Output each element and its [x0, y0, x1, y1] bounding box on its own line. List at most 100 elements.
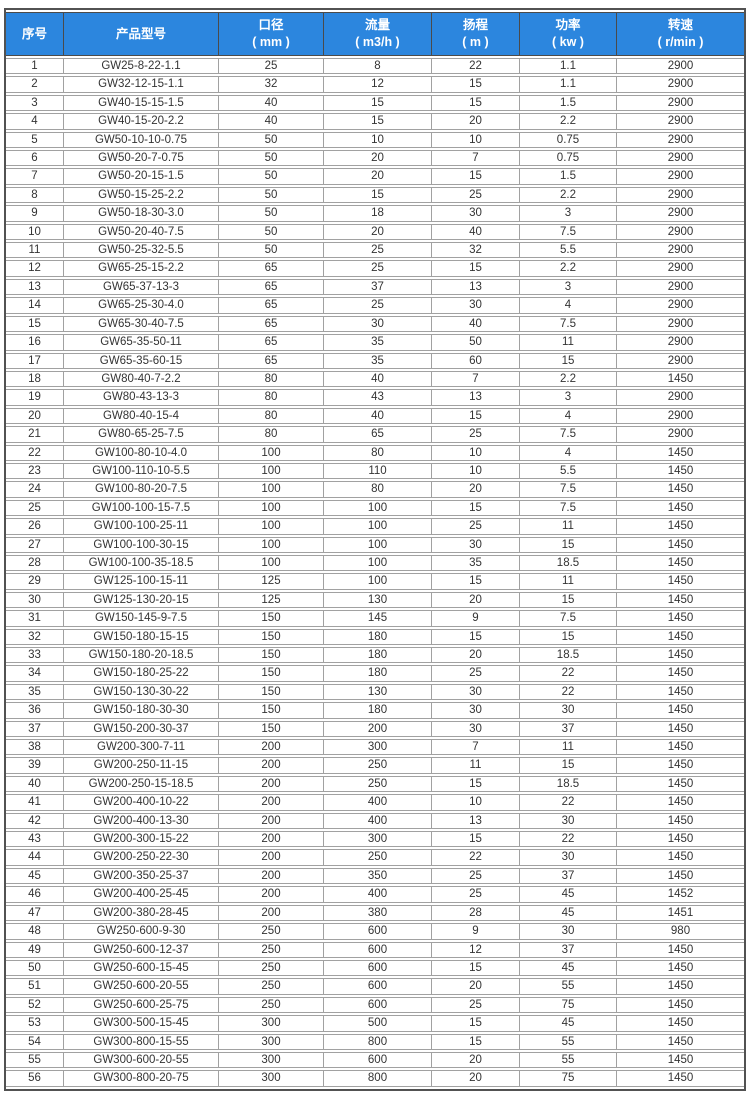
cell-diameter: 40 — [218, 94, 323, 112]
cell-speed: 2900 — [616, 297, 744, 314]
cell-power: 4 — [519, 407, 616, 425]
table-row: 4 GW40-15-20-2.2 40 15 20 2.2 2900 — [6, 113, 744, 130]
cell-power: 0.75 — [519, 131, 616, 149]
cell-index: 4 — [6, 113, 63, 130]
cell-index: 19 — [6, 389, 63, 406]
cell-diameter: 200 — [218, 757, 323, 774]
cell-index: 8 — [6, 186, 63, 204]
table-row: 40 GW200-250-15-18.5 200 250 15 18.5 1450 — [6, 775, 744, 793]
cell-head: 15 — [431, 959, 519, 977]
cell-head: 20 — [431, 591, 519, 609]
cell-diameter: 300 — [218, 1033, 323, 1050]
cell-speed: 1450 — [616, 665, 744, 682]
cell-speed: 2900 — [616, 58, 744, 75]
cell-speed: 1450 — [616, 739, 744, 756]
cell-speed: 1450 — [616, 941, 744, 958]
cell-index: 29 — [6, 573, 63, 590]
cell-model: GW125-130-20-15 — [63, 591, 218, 609]
table-row: 41 GW200-400-10-22 200 400 10 22 1450 — [6, 794, 744, 811]
cell-power: 4 — [519, 444, 616, 461]
cell-head: 30 — [431, 683, 519, 701]
cell-model: GW300-800-15-55 — [63, 1033, 218, 1050]
table-row: 37 GW150-200-30-37 150 200 30 37 1450 — [6, 720, 744, 738]
column-header-label: 功率 — [555, 18, 581, 32]
cell-power: 11 — [519, 739, 616, 756]
cell-index: 24 — [6, 481, 63, 498]
table-row: 56 GW300-800-20-75 300 800 20 75 1450 — [6, 1070, 744, 1087]
cell-speed: 980 — [616, 923, 744, 940]
table-row: 33 GW150-180-20-18.5 150 180 20 18.5 1450 — [6, 647, 744, 664]
cell-flow: 180 — [323, 665, 431, 682]
cell-model: GW200-400-10-22 — [63, 794, 218, 811]
cell-speed: 1450 — [616, 591, 744, 609]
table-row: 29 GW125-100-15-11 125 100 15 11 1450 — [6, 573, 744, 590]
table-row: 54 GW300-800-15-55 300 800 15 55 1450 — [6, 1033, 744, 1050]
table-row: 2 GW32-12-15-1.1 32 12 15 1.1 2900 — [6, 76, 744, 93]
cell-diameter: 250 — [218, 978, 323, 995]
cell-speed: 1450 — [616, 554, 744, 572]
cell-model: GW150-130-30-22 — [63, 683, 218, 701]
cell-index: 41 — [6, 794, 63, 811]
cell-index: 54 — [6, 1033, 63, 1050]
cell-flow: 500 — [323, 1015, 431, 1032]
cell-diameter: 65 — [218, 297, 323, 314]
cell-model: GW40-15-15-1.5 — [63, 94, 218, 112]
table-header: 序号 产品型号 口径 ( mm ) 流量 ( m3/h ) — [6, 12, 744, 56]
cell-flow: 20 — [323, 150, 431, 167]
cell-power: 37 — [519, 720, 616, 738]
cell-power: 0.75 — [519, 150, 616, 167]
cell-diameter: 50 — [218, 131, 323, 149]
table-row: 51 GW250-600-20-55 250 600 20 55 1450 — [6, 978, 744, 995]
cell-index: 6 — [6, 150, 63, 167]
table-row: 23 GW100-110-10-5.5 100 110 10 5.5 1450 — [6, 462, 744, 480]
cell-flow: 600 — [323, 923, 431, 940]
cell-model: GW100-100-25-11 — [63, 518, 218, 535]
cell-flow: 600 — [323, 996, 431, 1014]
column-header-diameter: 口径 ( mm ) — [218, 12, 323, 56]
cell-model: GW50-10-10-0.75 — [63, 131, 218, 149]
cell-flow: 145 — [323, 610, 431, 627]
cell-diameter: 100 — [218, 518, 323, 535]
table-row: 18 GW80-40-7-2.2 80 40 7 2.2 1450 — [6, 370, 744, 388]
cell-speed: 1450 — [616, 573, 744, 590]
table-row: 9 GW50-18-30-3.0 50 18 30 3 2900 — [6, 205, 744, 222]
cell-head: 11 — [431, 757, 519, 774]
cell-power: 30 — [519, 849, 616, 866]
cell-head: 22 — [431, 849, 519, 866]
pump-spec-table-frame: 序号 产品型号 口径 ( mm ) 流量 ( m3/h ) — [4, 8, 746, 1091]
cell-head: 25 — [431, 426, 519, 443]
cell-diameter: 150 — [218, 647, 323, 664]
cell-head: 25 — [431, 186, 519, 204]
cell-model: GW250-600-20-55 — [63, 978, 218, 995]
cell-flow: 20 — [323, 223, 431, 241]
cell-head: 15 — [431, 407, 519, 425]
cell-power: 22 — [519, 665, 616, 682]
cell-flow: 130 — [323, 683, 431, 701]
cell-head: 10 — [431, 131, 519, 149]
cell-index: 11 — [6, 242, 63, 259]
cell-head: 40 — [431, 315, 519, 333]
cell-flow: 600 — [323, 941, 431, 958]
cell-model: GW80-65-25-7.5 — [63, 426, 218, 443]
cell-model: GW300-800-20-75 — [63, 1070, 218, 1087]
table-row: 28 GW100-100-35-18.5 100 100 35 18.5 1450 — [6, 554, 744, 572]
cell-model: GW150-200-30-37 — [63, 720, 218, 738]
cell-head: 13 — [431, 389, 519, 406]
cell-speed: 1450 — [616, 647, 744, 664]
cell-head: 20 — [431, 1051, 519, 1069]
cell-flow: 110 — [323, 462, 431, 480]
table-row: 11 GW50-25-32-5.5 50 25 32 5.5 2900 — [6, 242, 744, 259]
cell-power: 45 — [519, 959, 616, 977]
cell-index: 46 — [6, 886, 63, 903]
cell-flow: 100 — [323, 518, 431, 535]
cell-speed: 2900 — [616, 76, 744, 93]
cell-head: 15 — [431, 168, 519, 185]
cell-index: 22 — [6, 444, 63, 461]
cell-head: 7 — [431, 739, 519, 756]
cell-diameter: 100 — [218, 481, 323, 498]
cell-flow: 600 — [323, 978, 431, 995]
cell-diameter: 150 — [218, 683, 323, 701]
cell-model: GW300-600-20-55 — [63, 1051, 218, 1069]
cell-index: 7 — [6, 168, 63, 185]
cell-index: 15 — [6, 315, 63, 333]
